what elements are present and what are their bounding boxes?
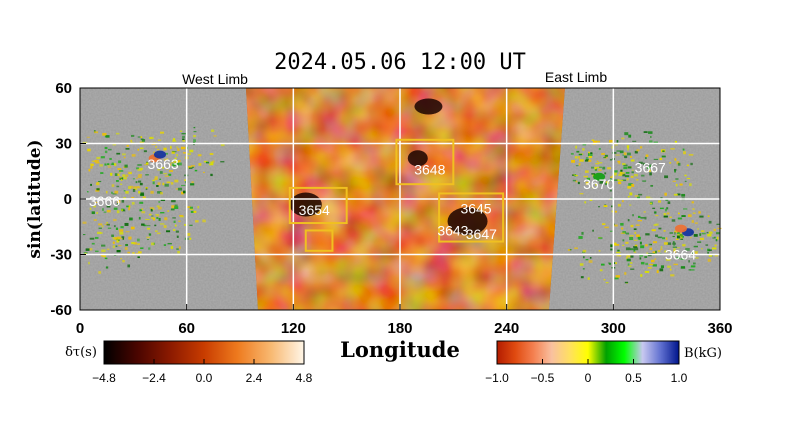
y-tick-label: 0 [64,191,72,208]
detection-box [438,192,505,243]
x-tick-label: 60 [178,320,195,337]
east-limb-label: East Limb [545,69,607,85]
west-limb-label: West Limb [182,71,248,87]
y-axis-label: sin(latitude) [25,139,45,258]
x-axis-label: Longitude [340,337,460,362]
region-label: 3664 [665,247,696,263]
x-tick-label: 240 [494,320,519,337]
region-label: 3648 [414,161,445,177]
colorbar-tick-label: 4.8 [296,371,313,385]
travel-time-colorbar: δτ(s) −4.8 −2.4 0.0 2.4 4.8 [65,340,313,385]
detection-box [395,138,455,186]
region-label: 3670 [583,176,614,192]
y-tick-label: 30 [55,136,72,153]
colorbar-tick-label: 0 [585,371,592,385]
map-title: 2024.05.06 12:00 UT [274,50,526,75]
region-label: 3654 [299,202,330,218]
colorbar-tick-label: 1.0 [671,371,688,385]
region-label: 3643 [437,222,468,238]
colorbar-tick-label: −2.4 [142,371,166,385]
detection-boxes [288,138,505,252]
region-label: 3666 [89,193,120,209]
colorbar-tick-label: 0.5 [625,371,642,385]
region-label: 3663 [148,156,179,172]
travel-time-colorbar-label: δτ(s) [65,345,97,360]
colorbar-tick-label: −0.5 [531,371,555,385]
x-tick-label: 360 [707,320,732,337]
colorbar-tick-label: −4.8 [92,371,116,385]
colorbar-tick-label: −1.0 [485,371,509,385]
region-label: 3647 [466,226,497,242]
detection-box [288,186,348,225]
x-tick-label: 0 [76,320,84,337]
y-tick-label: 60 [55,80,72,97]
detection-box [304,229,334,252]
active-region-patches [82,126,722,284]
y-tick-label: -60 [50,302,72,319]
magnetic-field-colorbar: B(kG) −1.0 −0.5 0 0.5 1.0 [485,340,722,385]
y-axis-ticks: 60 30 0 -30 -60 [50,80,86,319]
region-label: 3667 [635,160,666,176]
colorbar-tick-label: 0.0 [196,371,213,385]
colorbar-tick-label: 2.4 [246,371,263,385]
x-axis-ticks: 0 60 120 180 240 300 360 [76,304,733,337]
y-tick-label: -30 [50,247,72,264]
x-tick-label: 300 [601,320,626,337]
coordinate-grid [80,88,720,310]
x-tick-label: 120 [281,320,306,337]
magnetic-field-colorbar-label: B(kG) [684,346,722,361]
region-label: 3645 [460,200,491,216]
x-tick-label: 180 [387,320,412,337]
